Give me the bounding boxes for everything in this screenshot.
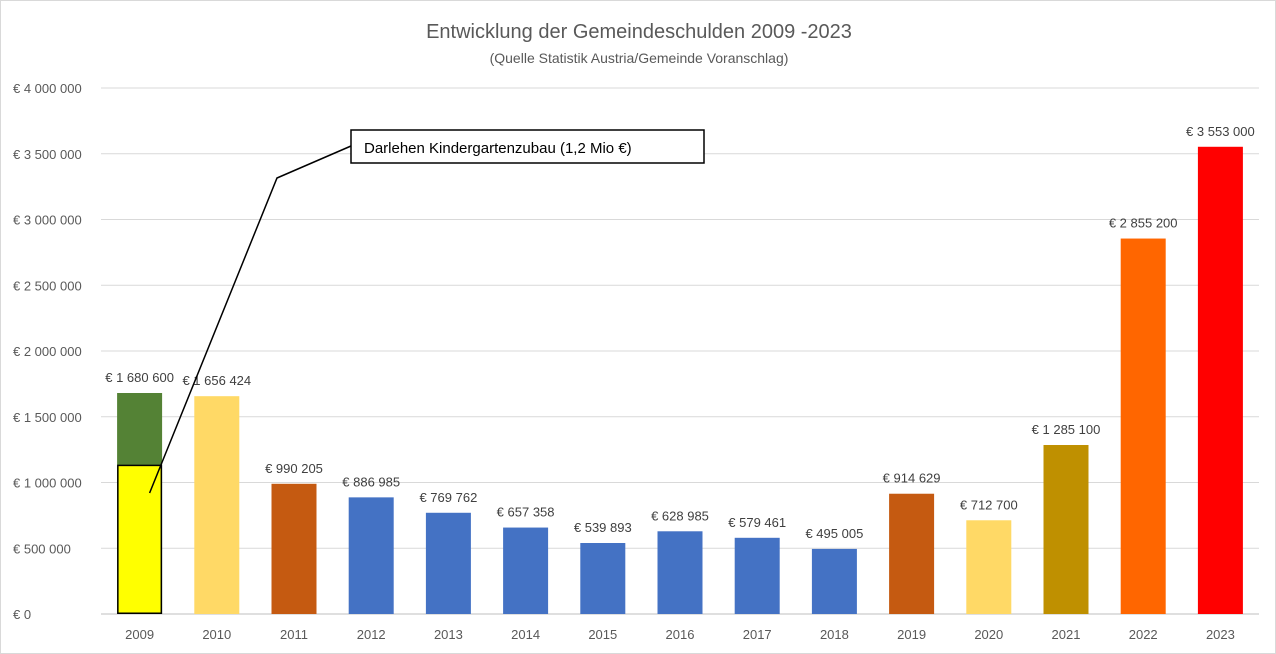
x-tick-label: 2020 [974,627,1003,642]
bar-2023 [1197,146,1243,614]
data-label-2013: € 769 762 [419,490,477,505]
data-label-2014: € 657 358 [497,505,555,520]
chart-subtitle: (Quelle Statistik Austria/Gemeinde Voran… [490,50,789,66]
annotation-box [350,129,705,164]
data-label-2019: € 914 629 [883,471,941,486]
bar-2021 [1043,445,1089,614]
x-tick-label: 2010 [202,627,231,642]
x-tick-label: 2022 [1129,627,1158,642]
data-label-2020: € 712 700 [960,497,1018,512]
y-tick-label: € 1 500 000 [13,410,82,425]
x-tick-label: 2015 [588,627,617,642]
x-tick-label: 2014 [511,627,540,642]
bar-2012 [348,497,394,614]
data-label-2010: € 1 656 424 [182,373,251,388]
y-tick-label: € 500 000 [13,541,71,556]
data-label-2012: € 886 985 [342,474,400,489]
bar-2015 [580,543,626,614]
annotation-text: Darlehen Kindergartenzubau (1,2 Mio €) [364,140,632,157]
highlight-segment-2009 [117,464,163,614]
bar-2010 [194,396,240,614]
data-label-2017: € 579 461 [728,515,786,530]
data-label-2018: € 495 005 [805,526,863,541]
data-label-2016: € 628 985 [651,508,709,523]
y-tick-label: € 2 000 000 [13,344,82,359]
y-tick-label: € 1 000 000 [13,476,82,491]
x-tick-label: 2009 [125,627,154,642]
y-tick-label: € 3 500 000 [13,147,82,162]
y-tick-label: € 3 000 000 [13,213,82,228]
bar-2020 [966,520,1012,614]
data-label-2015: € 539 893 [574,520,632,535]
x-tick-label: 2019 [897,627,926,642]
annotation: Darlehen Kindergartenzubau (1,2 Mio €) [148,129,705,494]
x-tick-label: 2017 [743,627,772,642]
data-label-2021: € 1 285 100 [1032,422,1101,437]
y-tick-label: € 2 500 000 [13,278,82,293]
bar-2018 [811,548,857,614]
data-label-2009: € 1 680 600 [105,370,174,385]
x-tick-label: 2018 [820,627,849,642]
x-tick-label: 2013 [434,627,463,642]
data-labels: € 1 680 600 € 1 656 424 € 990 205 € 886 985… [105,124,1254,541]
bar-2013 [425,512,471,614]
y-tick-label: € 0 [13,607,31,622]
bars [117,146,1243,614]
y-tick-label: € 4 000 000 [13,81,82,96]
data-label-2022: € 2 855 200 [1109,216,1178,231]
x-tick-label: 2021 [1052,627,1081,642]
bar-2017 [734,537,780,614]
bar-2011 [271,483,317,614]
annotation-leader-line [148,145,352,494]
bar-2016 [657,531,703,614]
bar-2022 [1120,238,1166,614]
x-tick-label: 2023 [1206,627,1235,642]
data-label-2011: € 990 205 [265,461,323,476]
bar-2014 [503,527,549,614]
x-tick-label: 2011 [280,627,308,642]
chart-title: Entwicklung der Gemeindeschulden 2009 -2… [426,21,852,43]
x-axis-tick-labels: 2009 2010 2011 2012 2013 2014 2015 2016 2017 2018… [125,627,1235,642]
x-tick-label: 2012 [357,627,386,642]
bar-2019 [889,493,935,614]
x-tick-label: 2016 [666,627,695,642]
y-axis-tick-labels: € 0 € 500 000 € 1 000 000 € 1 500 000 € 2 00… [13,81,82,622]
data-label-2023: € 3 553 000 [1186,124,1255,139]
